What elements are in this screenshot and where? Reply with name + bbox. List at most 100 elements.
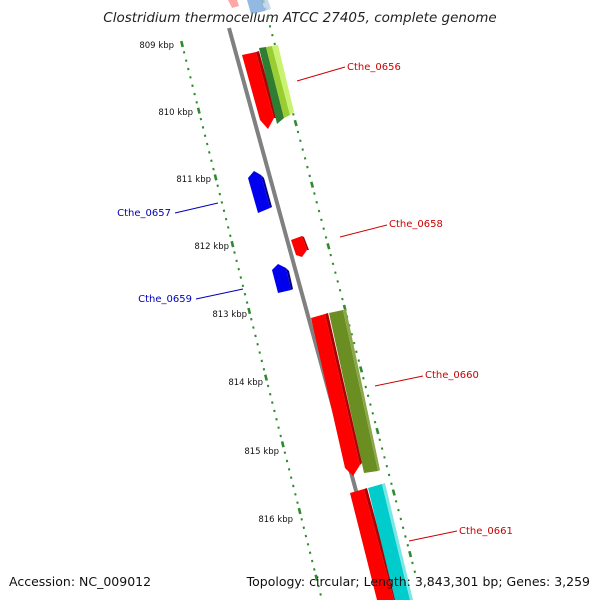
- ruler-minor-tick: [235, 259, 238, 263]
- gene-label-cthe-0656[interactable]: Cthe_0656: [347, 62, 401, 73]
- ruler-minor-tick: [237, 267, 240, 271]
- ruler-minor-tick: [285, 459, 289, 463]
- ruler-minor-tick: [313, 568, 316, 571]
- ruler-label-812: 812 kbp: [194, 242, 229, 252]
- ruler-minor-tick: [252, 326, 255, 329]
- ruler-minor-tick: [369, 403, 372, 406]
- gene-label-cthe-0659[interactable]: Cthe_0659: [138, 294, 192, 305]
- ruler-ticks: [180, 40, 322, 596]
- ruler-minor-tick: [273, 409, 276, 413]
- ruler-minor-tick: [184, 59, 188, 62]
- ruler-minor-tick: [273, 42, 276, 46]
- ruler-minor-tick: [268, 392, 272, 396]
- ruler-major-tick: [180, 40, 184, 48]
- ruler-minor-tick: [210, 159, 213, 163]
- ruler-minor-tick: [304, 534, 308, 538]
- ruler-minor-tick: [320, 218, 323, 222]
- gene-label-cthe-0657[interactable]: Cthe_0657: [117, 208, 171, 219]
- ruler-minor-tick: [300, 518, 303, 521]
- ruler-minor-tick: [271, 401, 274, 404]
- gene-fragment-top-red: [228, 0, 239, 8]
- ruler-minor-tick: [191, 84, 194, 88]
- ruler-major-tick: [314, 574, 319, 581]
- leader-cthe-0660: [374, 375, 424, 387]
- ruler-minor-tick: [350, 332, 353, 336]
- ruler-major-tick: [247, 307, 252, 315]
- ruler-minor-tick: [205, 142, 209, 146]
- ruler-major-tick: [213, 174, 218, 181]
- gene-cthe-0657[interactable]: [248, 171, 272, 213]
- ruler-minor-tick: [189, 76, 192, 79]
- topology-text: Topology: circular; Length: 3,843,301 bp…: [246, 574, 590, 589]
- gene-fragment-top-blue: [247, 0, 265, 14]
- leader-cthe-0659: [195, 288, 244, 300]
- ruler-minor-tick: [362, 376, 365, 380]
- gene-cthe-0661[interactable]: [350, 483, 413, 600]
- gene-cthe-0656[interactable]: [242, 45, 294, 129]
- gene-label-leaders: [174, 66, 458, 542]
- ruler-minor-tick: [394, 500, 398, 503]
- ruler-minor-tick: [283, 451, 287, 454]
- ruler-minor-tick: [308, 174, 311, 178]
- ruler-major-tick: [230, 240, 235, 248]
- ruler-minor-tick: [334, 271, 337, 274]
- ruler-minor-tick: [324, 236, 328, 239]
- ruler-minor-tick: [331, 262, 335, 266]
- ruler-minor-tick: [366, 394, 370, 398]
- ruler-minor-tick: [250, 317, 253, 321]
- ruler-major-tick: [280, 441, 285, 448]
- ruler-major-tick: [196, 107, 201, 114]
- leader-cthe-0656: [296, 66, 346, 82]
- gene-label-cthe-0661[interactable]: Cthe_0661: [459, 526, 513, 537]
- ruler-minor-tick: [266, 16, 269, 19]
- ruler-minor-tick: [243, 292, 247, 296]
- ruler-minor-tick: [371, 412, 374, 415]
- ruler-major-tick: [310, 181, 315, 188]
- ruler-minor-tick: [310, 559, 314, 563]
- ruler-minor-tick: [271, 33, 274, 37]
- gene-labels: Cthe_0656 Cthe_0657 Cthe_0658 Cthe_0659 …: [117, 62, 513, 537]
- ruler-label-815: 815 kbp: [244, 447, 279, 457]
- ruler-label-816: 816 kbp: [258, 515, 293, 525]
- accession-text: Accession: NC_009012: [9, 574, 152, 589]
- ruler-minor-tick: [378, 438, 381, 442]
- ruler-minor-tick: [241, 284, 245, 288]
- gene-cthe-0658[interactable]: [291, 236, 309, 257]
- ruler-minor-tick: [233, 251, 236, 254]
- ruler-minor-tick: [226, 226, 230, 229]
- gene-label-cthe-0660[interactable]: Cthe_0660: [425, 370, 479, 381]
- ruler-minor-tick: [218, 192, 222, 196]
- ruler-minor-tick: [299, 139, 302, 143]
- ruler-minor-tick: [193, 92, 196, 96]
- ruler-minor-tick: [296, 501, 299, 504]
- gene-label-cthe-0658[interactable]: Cthe_0658: [389, 219, 443, 230]
- gene-cthe-0660[interactable]: [311, 309, 380, 476]
- ruler-minor-tick: [411, 561, 414, 565]
- ruler-minor-tick: [245, 301, 249, 304]
- ruler-labels: 809 kbp 810 kbp 811 kbp 812 kbp 813 kbp …: [139, 41, 293, 525]
- ruler-label-813: 813 kbp: [212, 310, 247, 320]
- ruler-minor-tick: [216, 184, 219, 188]
- ruler-minor-tick: [380, 447, 384, 450]
- ruler-minor-tick: [329, 253, 332, 257]
- ruler-minor-tick: [302, 526, 306, 530]
- ruler-minor-tick: [308, 551, 312, 555]
- ruler-minor-tick: [404, 535, 407, 538]
- gene-cthe-0659[interactable]: [272, 264, 293, 293]
- ruler-minor-tick: [229, 234, 232, 238]
- ruler-minor-tick: [397, 508, 400, 512]
- leader-cthe-0657: [174, 202, 219, 214]
- leader-cthe-0661: [408, 530, 458, 542]
- ruler-minor-tick: [294, 493, 297, 496]
- ruler-minor-tick: [277, 426, 280, 429]
- ruler-major-tick: [326, 243, 331, 250]
- ruler-major-tick: [293, 119, 298, 127]
- ruler-label-811: 811 kbp: [176, 175, 211, 185]
- ruler-minor-tick: [313, 192, 316, 195]
- leader-cthe-0658: [339, 224, 388, 238]
- ruler-major-tick: [375, 427, 380, 435]
- ruler-minor-tick: [266, 384, 270, 388]
- ruler-minor-tick: [399, 517, 403, 521]
- ruler-label-810: 810 kbp: [158, 108, 193, 118]
